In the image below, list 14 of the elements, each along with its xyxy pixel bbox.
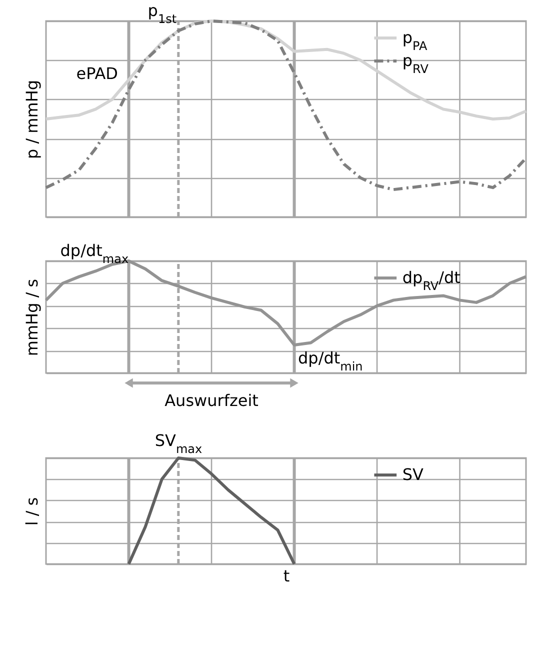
- annotation: dp/dt$_{max}$: [60, 241, 129, 266]
- y-axis-title: mmHg / s: [22, 278, 42, 356]
- legend-label: SV: [402, 465, 424, 484]
- legend-label: p$_{RV}$: [402, 51, 430, 76]
- y-axis-title: l / s: [22, 497, 42, 526]
- annotation: p$_{1st}$: [148, 1, 177, 26]
- text: Auswurfzeit: [164, 391, 258, 410]
- annotation: ePAD: [76, 64, 118, 83]
- text: SV$_{max}$: [154, 431, 202, 456]
- x-axis-title: t: [283, 566, 290, 586]
- y-axis-title: p / mmHg: [22, 80, 42, 160]
- legend-label: dp$_{RV}$/dt: [402, 268, 460, 293]
- legend-label: p$_{PA}$: [402, 28, 428, 53]
- annotation: dp/dt$_{min}$: [298, 348, 363, 374]
